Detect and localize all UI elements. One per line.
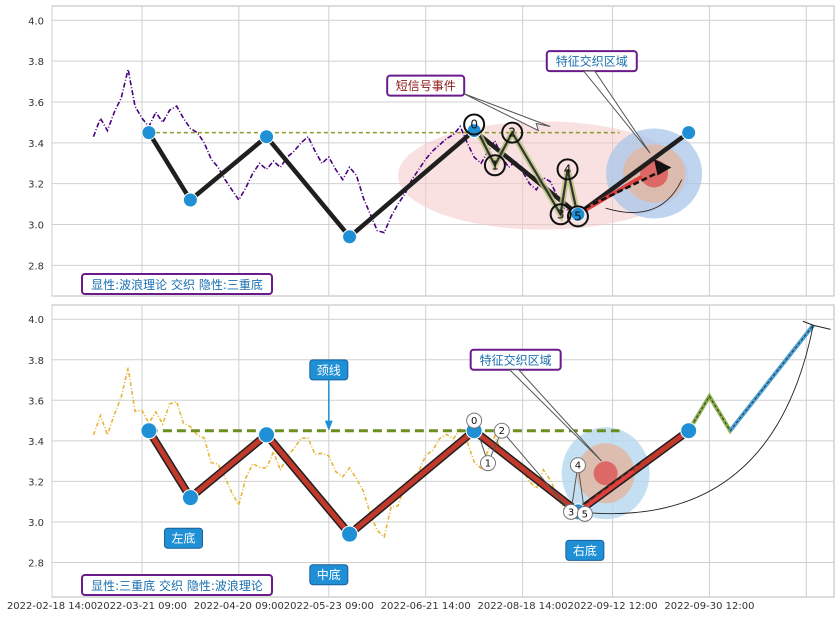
bottom-ytick-label-6: 4.0: [28, 315, 44, 326]
bottom-wave-label-5: 5: [582, 509, 588, 520]
top-arc: [605, 179, 683, 213]
xtick-label-0: 2022-02-18 14:00: [7, 601, 97, 612]
bottom-wave-circle-1: [479, 455, 496, 472]
bottom-annotation-text-3: 右底: [573, 543, 597, 558]
top-wave-label-3: 3: [557, 207, 565, 221]
top-ytick-label-3: 3.4: [28, 139, 44, 150]
top-legend-box: [81, 273, 273, 295]
top-signal-arrow: [463, 93, 551, 132]
top-ytick-label-2: 3.2: [28, 180, 44, 191]
top-arrow-head: [654, 159, 672, 176]
top-dashed-projection: [584, 168, 665, 210]
top-annotation-box-0: [386, 74, 466, 97]
bottom-pivot-0: [140, 422, 158, 440]
bottom-projection-dash: [688, 324, 814, 432]
bottom-wave-circle-4: [569, 457, 586, 474]
top-annotation-1: 特征交织区域: [545, 50, 638, 73]
bottom-dashed-projection: [584, 462, 641, 505]
xtick-label-4: 2022-06-21 14:00: [381, 601, 471, 612]
bottom-annotation-3: 右底: [565, 539, 605, 561]
top-wave-circle-4: [556, 158, 579, 181]
bottom-ytick-label-1: 3.0: [28, 518, 44, 529]
top-annotation-text-1: 特征交织区域: [556, 54, 628, 69]
bottom-annotation-text-2: 中底: [317, 567, 341, 582]
bottom-arc: [577, 325, 814, 515]
bottom-annotation-box-2: [309, 564, 349, 586]
bottom-ytick-label-5: 3.8: [28, 356, 44, 367]
top-region-arrow: [582, 70, 651, 154]
top-wave-circle-3: [549, 203, 572, 226]
xtick-label-2: 2022-04-20 09:00: [194, 601, 284, 612]
top-ytick-label-5: 3.8: [28, 57, 44, 68]
bottom-pivot-1: [181, 489, 199, 507]
bottom-ytick-label-3: 3.4: [28, 437, 44, 448]
top-wave-label-1: 1: [491, 158, 499, 172]
bottom-legend-text: 显性:三重底 交织 隐性:波浪理论: [91, 578, 263, 593]
top-panel: 2.8 3.0 3.2 3.4 3.6 3.8 4.0 0 1 2 3 4 5 短信号事件 特征交织区域显性…: [28, 5, 835, 297]
bottom-wave-label-0: 0: [471, 416, 477, 427]
bottom-annotation-text-4: 特征交织区域: [480, 352, 552, 367]
top-annotation-0: 短信号事件: [386, 74, 466, 97]
top-wave-label-0: 0: [470, 117, 478, 131]
top-pivot-6: [681, 125, 697, 141]
bottom-annotation-1: 左底: [163, 527, 203, 549]
top-ytick-label-1: 3.0: [28, 221, 44, 232]
bottom-wave-circle-0: [466, 412, 483, 429]
bottom-annotation-4: 特征交织区域: [469, 348, 562, 371]
top-annotation-text-0: 短信号事件: [396, 79, 456, 93]
bottom-red-projection: [583, 470, 635, 509]
bottom-ytick-label-2: 3.2: [28, 477, 44, 488]
bottom-wave-circle-2: [493, 422, 510, 439]
bottom-annotation-box-1: [163, 527, 203, 549]
bottom-wave-label-3: 3: [568, 507, 574, 518]
top-wave-circle-0: [463, 113, 486, 136]
top-ytick-label-4: 3.6: [28, 98, 44, 109]
bottom-annotation-text-1: 左底: [171, 531, 195, 546]
top-pivot-0: [141, 125, 157, 141]
bottom-annotation-box-3: [565, 539, 605, 561]
bottom-ytick-label-4: 3.6: [28, 396, 44, 407]
xtick-label-5: 2022-08-18 14:00: [478, 601, 568, 612]
top-legend: 显性:波浪理论 交织 隐性:三重底: [81, 273, 273, 295]
bottom-wave-label-2: 2: [499, 426, 505, 437]
top-wave-circle-2: [501, 121, 524, 144]
bottom-wave-circle-5: [576, 505, 593, 522]
bottom-arc-tip: [802, 320, 831, 330]
top-pivot-2: [259, 129, 275, 145]
bottom-annotation-2: 中底: [309, 564, 349, 586]
x-axis: 2022-02-18 14:00 2022-03-21 09:00 2022-04-…: [7, 601, 755, 612]
bottom-plot-frame: [51, 304, 835, 598]
bottom-ytick-label-0: 2.8: [28, 559, 44, 570]
bottom-wave-label-1: 1: [485, 459, 491, 470]
xtick-label-3: 2022-05-23 09:00: [284, 601, 374, 612]
xtick-label-1: 2022-03-21 09:00: [97, 601, 187, 612]
bottom-annotation-0: 颈线: [309, 359, 349, 381]
xtick-label-6: 2022-09-12 12:00: [567, 601, 657, 612]
bottom-pivot-3: [341, 525, 359, 543]
xtick-label-7: 2022-09-30 12:00: [664, 601, 754, 612]
top-wave-circle-5: [566, 205, 589, 228]
top-wave-label-2: 2: [508, 126, 516, 140]
top-legend-text: 显性:波浪理论 交织 隐性:三重底: [91, 277, 263, 292]
top-pivot-3: [342, 229, 358, 245]
top-wave-path: [473, 124, 579, 218]
top-pivot-1: [182, 192, 198, 208]
bottom-pivot-2: [258, 426, 276, 444]
bottom-wave-label-4: 4: [575, 461, 581, 472]
bottom-legend-box: [81, 574, 273, 596]
top-wave-circle-1: [483, 154, 506, 177]
bottom-neck-arrow-head: [324, 420, 333, 431]
top-ytick-label-6: 4.0: [28, 16, 44, 27]
top-wave-label-5: 5: [574, 209, 582, 223]
bottom-pivot-6: [680, 422, 698, 440]
bottom-region-arrow: [508, 369, 602, 462]
bottom-legend: 显性:三重底 交织 隐性:波浪理论: [81, 574, 273, 596]
bottom-cross-region-core: [593, 461, 618, 486]
bottom-annotation-text-0: 颈线: [317, 363, 341, 377]
top-ytick-label-0: 2.8: [28, 261, 44, 272]
top-wave-label-4: 4: [564, 162, 572, 176]
